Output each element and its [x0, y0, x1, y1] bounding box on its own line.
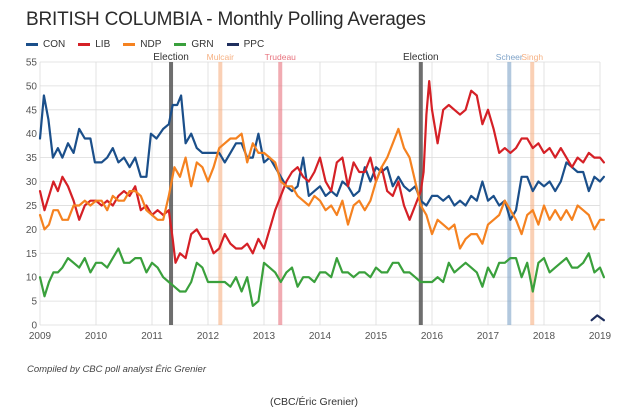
event-label: Singh — [521, 52, 543, 62]
y-tick-label: 20 — [26, 225, 38, 236]
x-tick-label: 2014 — [309, 331, 332, 342]
y-tick-label: 25 — [26, 201, 38, 212]
event-label: Election — [153, 52, 189, 63]
x-axis-tick-labels: 2009 2010 2011 2012 2013 2014 2015 2016 2017 2018… — [29, 331, 612, 342]
y-tick-label: 10 — [26, 273, 38, 284]
event-label: Election — [403, 52, 439, 63]
event-label: Mulcair — [207, 52, 235, 62]
event-line-trudeau — [278, 62, 283, 325]
x-tick-label: 2019 — [589, 331, 612, 342]
series-lines — [38, 80, 605, 322]
event-line-mulcair — [218, 62, 223, 325]
y-axis-tick-labels: 0 5 10 15 20 25 30 35 40 45 50 55 — [26, 58, 38, 332]
x-tick-label: 2009 — [29, 331, 52, 342]
x-tick-label: 2017 — [477, 331, 500, 342]
legend: CON LIB NDP GRN PPC — [26, 39, 264, 50]
legend-swatch — [26, 43, 38, 46]
image-caption: (CBC/Éric Grenier) — [269, 396, 359, 408]
x-tick-label: 2013 — [253, 331, 276, 342]
event-line-scheer — [507, 62, 512, 325]
x-tick-label: 2016 — [421, 331, 444, 342]
event-line-election — [169, 62, 174, 325]
y-tick-label: 40 — [26, 129, 38, 140]
legend-label: NDP — [140, 39, 162, 50]
legend-label: LIB — [95, 39, 111, 50]
legend-item-con: CON — [26, 39, 65, 50]
source-note: Compiled by CBC poll analyst Éric Grenie… — [27, 364, 206, 375]
legend-item-ppc: PPC — [226, 39, 265, 50]
series-line-ndp — [38, 127, 605, 250]
y-tick-label: 5 — [31, 297, 37, 308]
y-tick-label: 45 — [26, 105, 38, 116]
legend-item-ndp: NDP — [123, 39, 161, 50]
event-label: Trudeau — [265, 52, 297, 62]
y-tick-label: 30 — [26, 177, 38, 188]
x-tick-label: 2015 — [365, 331, 388, 342]
x-tick-label: 2010 — [85, 331, 108, 342]
y-tick-label: 50 — [26, 81, 38, 92]
event-line-singh — [530, 62, 535, 325]
legend-label: PPC — [243, 39, 265, 50]
series-line-ppc — [590, 314, 605, 322]
y-tick-label: 0 — [31, 321, 37, 332]
legend-item-lib: LIB — [78, 39, 110, 50]
chart-figure: 0 5 10 15 20 25 30 35 40 45 50 55 2009 2010 2011 2012 2… — [10, 0, 616, 384]
legend-swatch — [78, 43, 91, 46]
cbc-logo-icon — [582, 378, 616, 384]
series-line-grn — [38, 247, 605, 307]
legend-label: GRN — [191, 39, 214, 50]
x-tick-label: 2018 — [533, 331, 556, 342]
legend-swatch — [123, 43, 136, 46]
legend-swatch — [226, 43, 239, 46]
series-line-lib — [38, 80, 605, 264]
grid-lines — [39, 61, 601, 326]
chart-title: BRITISH COLUMBIA - Monthly Polling Avera… — [26, 9, 426, 30]
event-label: Scheer — [496, 52, 523, 62]
legend-item-grn: GRN — [174, 39, 214, 50]
x-tick-label: 2012 — [197, 331, 220, 342]
legend-label: CON — [43, 39, 66, 50]
y-tick-label: 55 — [26, 58, 38, 69]
x-tick-label: 2011 — [141, 331, 163, 342]
series-line-con — [38, 94, 605, 221]
y-tick-label: 35 — [26, 153, 38, 164]
y-tick-label: 15 — [26, 249, 38, 260]
legend-swatch — [174, 43, 187, 46]
